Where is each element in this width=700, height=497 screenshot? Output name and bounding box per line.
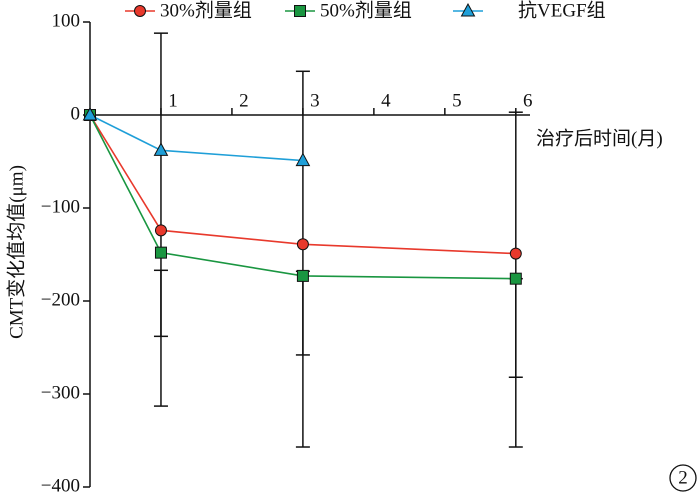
panel-circle (669, 464, 697, 492)
x-tick-label: 4 (381, 90, 391, 111)
x-tick-label: 6 (523, 90, 533, 111)
legend-marker (294, 5, 306, 17)
series-line (89, 114, 516, 255)
series-line (89, 114, 303, 162)
series-line (89, 114, 516, 280)
y-tick-label: −300 (41, 382, 80, 403)
y-tick-label: −400 (41, 475, 80, 496)
y-tick-label: 100 (52, 10, 81, 31)
x-axis-label: 治疗后时间(月) (536, 127, 663, 149)
x-tick-label: 1 (168, 90, 178, 111)
y-axis-label: CMT变化值均值(μm) (5, 165, 27, 339)
x-tick-label: 3 (310, 90, 320, 111)
marker (153, 142, 169, 156)
x-tick-label: 2 (239, 90, 249, 111)
legend-label: 50%剂量组 (320, 0, 412, 21)
marker (295, 152, 311, 167)
y-tick-label: −100 (41, 196, 80, 217)
y-tick-label: 0 (71, 103, 81, 124)
marker (509, 272, 522, 285)
panel-label: 2 (678, 467, 688, 488)
marker (509, 247, 522, 260)
legend-label: 30%剂量组 (160, 0, 252, 21)
legend-marker (134, 5, 146, 17)
legend-marker (460, 2, 476, 17)
marker (296, 238, 309, 251)
y-tick-label: −200 (41, 289, 80, 310)
marker (82, 106, 98, 121)
marker (296, 269, 309, 282)
x-tick-label: 5 (452, 90, 462, 111)
legend-label: 抗VEGF组 (518, 0, 606, 21)
marker (154, 224, 167, 237)
marker (154, 246, 167, 259)
